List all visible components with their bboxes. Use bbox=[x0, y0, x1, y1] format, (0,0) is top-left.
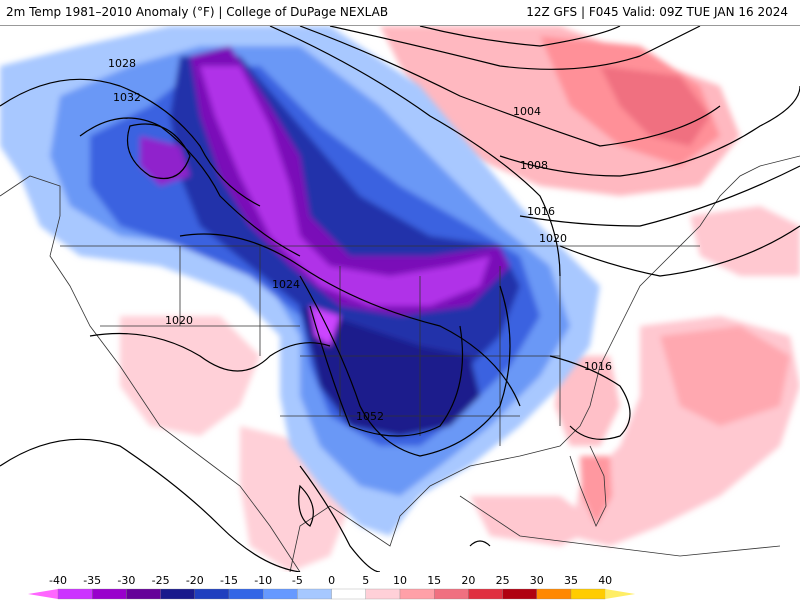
isobar-label: 1028 bbox=[108, 57, 136, 70]
colorbar-swatch bbox=[570, 588, 606, 600]
colorbar-swatch bbox=[468, 588, 503, 600]
isobar-label: 1020 bbox=[165, 314, 193, 327]
colorbar-tick-label: -40 bbox=[49, 574, 67, 587]
colorbar-swatch bbox=[57, 588, 93, 600]
isobar-label: 1020 bbox=[539, 232, 567, 245]
colorbar-swatch bbox=[126, 588, 161, 600]
warm-anomaly-shading bbox=[120, 26, 800, 572]
geographic-boundaries bbox=[0, 155, 800, 572]
colorbar-tick-label: 15 bbox=[427, 574, 442, 587]
colorbar-legend: -40 -35 -30 -25 -20 -15 -10 -5 0 5 10 15 20 25 30 35 40 bbox=[0, 572, 800, 600]
cold-anomaly-shading bbox=[0, 26, 600, 536]
colorbar-tick-label: 25 bbox=[495, 574, 510, 587]
isobar-labels: 1028 1032 1004 1008 1016 1020 1024 1020 … bbox=[108, 57, 612, 423]
colorbar-swatch bbox=[263, 588, 298, 600]
colorbar-swatch bbox=[365, 588, 401, 600]
model-run-info: 12Z GFS | F045 Valid: 09Z TUE JAN 16 202… bbox=[526, 5, 788, 19]
isobar-label: 1052 bbox=[356, 410, 384, 423]
colorbar-swatch bbox=[331, 588, 366, 600]
map-title: 2m Temp 1981–2010 Anomaly (°F) | College… bbox=[6, 5, 389, 19]
colorbar-tick-label: 0 bbox=[328, 574, 336, 587]
isobar-label: 1016 bbox=[527, 205, 555, 218]
colorbar-max-arrow bbox=[605, 589, 636, 599]
colorbar-tick-label: -5 bbox=[291, 574, 303, 587]
colorbar-tick-label: -20 bbox=[185, 574, 204, 587]
colorbar-tick-label: -30 bbox=[117, 574, 136, 587]
colorbar-tick-label: -15 bbox=[220, 574, 238, 587]
colorbar-tick-label: 5 bbox=[362, 574, 370, 587]
colorbar-swatch bbox=[228, 588, 264, 600]
isobar-contours bbox=[0, 26, 800, 572]
colorbar-tick-label: 10 bbox=[393, 574, 407, 587]
colorbar-swatch bbox=[399, 588, 435, 600]
colorbar-tick-label: 40 bbox=[598, 574, 613, 587]
colorbar-tick-label: -25 bbox=[151, 574, 170, 587]
colorbar-swatch bbox=[434, 588, 469, 600]
map-header: 2m Temp 1981–2010 Anomaly (°F) | College… bbox=[0, 0, 800, 26]
colorbar-swatch bbox=[502, 588, 537, 600]
isobar-label: 1008 bbox=[520, 159, 548, 172]
colorbar-swatch bbox=[297, 588, 332, 600]
anomaly-map: 1028 1032 1004 1008 1016 1020 1024 1020 … bbox=[0, 26, 800, 572]
colorbar-min-arrow bbox=[28, 589, 58, 599]
colorbar-tick-label: -10 bbox=[254, 574, 273, 587]
map-canvas: 1028 1032 1004 1008 1016 1020 1024 1020 … bbox=[0, 26, 800, 572]
colorbar-swatch bbox=[194, 588, 230, 600]
isobar-label: 1032 bbox=[113, 91, 141, 104]
colorbar-swatches bbox=[28, 588, 636, 600]
colorbar-swatch bbox=[160, 588, 195, 600]
isobar-label: 1024 bbox=[272, 278, 300, 291]
isobar-label: 1004 bbox=[513, 105, 541, 118]
isobar-label: 1016 bbox=[584, 360, 612, 373]
colorbar-tick-label: 35 bbox=[564, 574, 578, 587]
colorbar-tick-label: 20 bbox=[461, 574, 476, 587]
colorbar-swatch bbox=[92, 588, 127, 600]
colorbar-tick-label: -35 bbox=[83, 574, 102, 587]
colorbar-swatch bbox=[536, 588, 572, 600]
colorbar-tick-label: 30 bbox=[529, 574, 544, 587]
